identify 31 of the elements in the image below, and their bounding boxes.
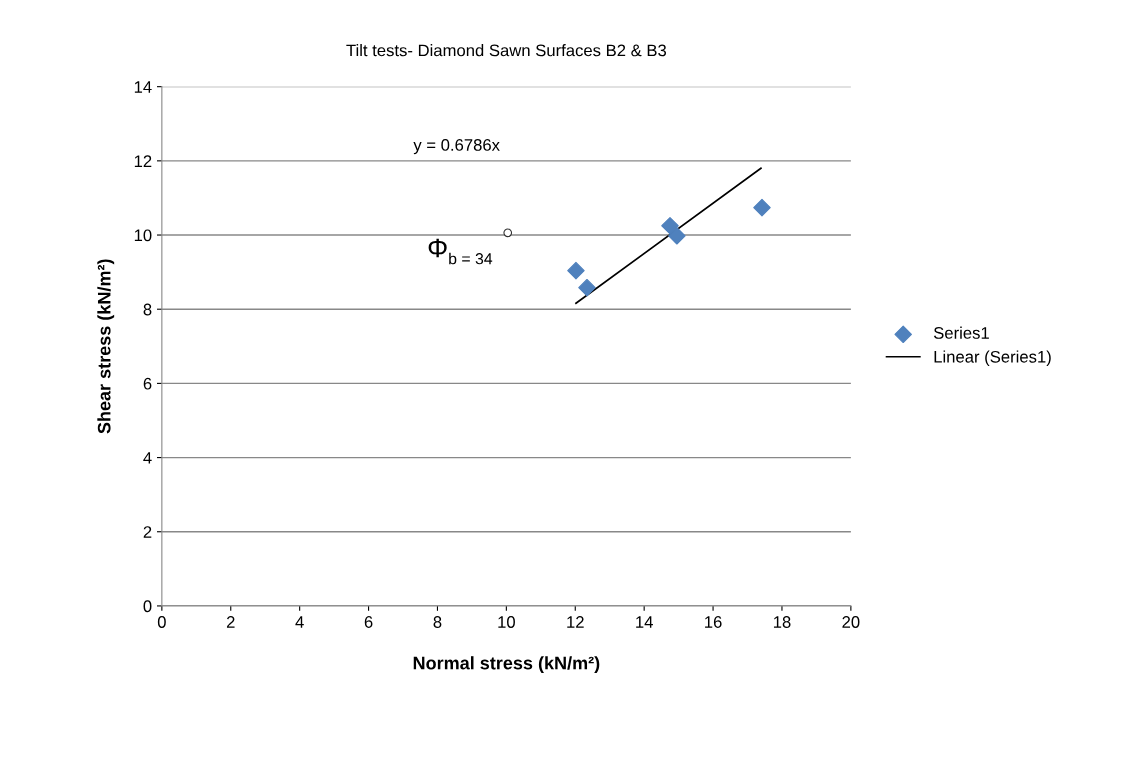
annotation: y = 0.6786x [413, 139, 500, 155]
y-tick-label: 0 [143, 600, 152, 613]
point [661, 216, 679, 235]
y-tick-label: 12 [134, 155, 152, 167]
y-tick-label: 4 [143, 452, 152, 464]
point [578, 278, 596, 297]
y-tick-label: 8 [143, 303, 152, 316]
x-tick-label: 20 [842, 616, 860, 628]
x-tick-label: 16 [705, 616, 722, 628]
point [668, 227, 686, 245]
x-tick-label: 12 [567, 616, 584, 628]
y-tick-label: 14 [134, 81, 152, 93]
y-tick-label: 6 [143, 377, 152, 390]
x-axis-title: Normal stress (kN/m²) [413, 656, 600, 674]
point [753, 198, 771, 217]
x-tick-label: 14 [636, 616, 653, 628]
legend-label: Series1 [933, 326, 989, 339]
x-tick-label: 4 [295, 616, 304, 628]
y-tick-label: 10 [134, 229, 152, 242]
x-tick-label: 0 [157, 616, 166, 628]
chart-title: Tilt tests- Diamond Sawn Surfaces B2 & B3 [346, 44, 667, 57]
x-tick-label: 8 [433, 616, 442, 628]
y-tick-label: 2 [143, 526, 152, 538]
point [503, 228, 513, 238]
y-axis-title: Shear stress (kN/m²) [97, 259, 115, 434]
x-tick-label: 10 [498, 616, 515, 628]
x-tick-label: 6 [364, 616, 373, 628]
x-tick-label: 18 [773, 616, 791, 628]
legend-label: Linear (Series1) [934, 350, 1051, 366]
x-tick-label: 2 [226, 616, 235, 628]
point [567, 261, 585, 280]
